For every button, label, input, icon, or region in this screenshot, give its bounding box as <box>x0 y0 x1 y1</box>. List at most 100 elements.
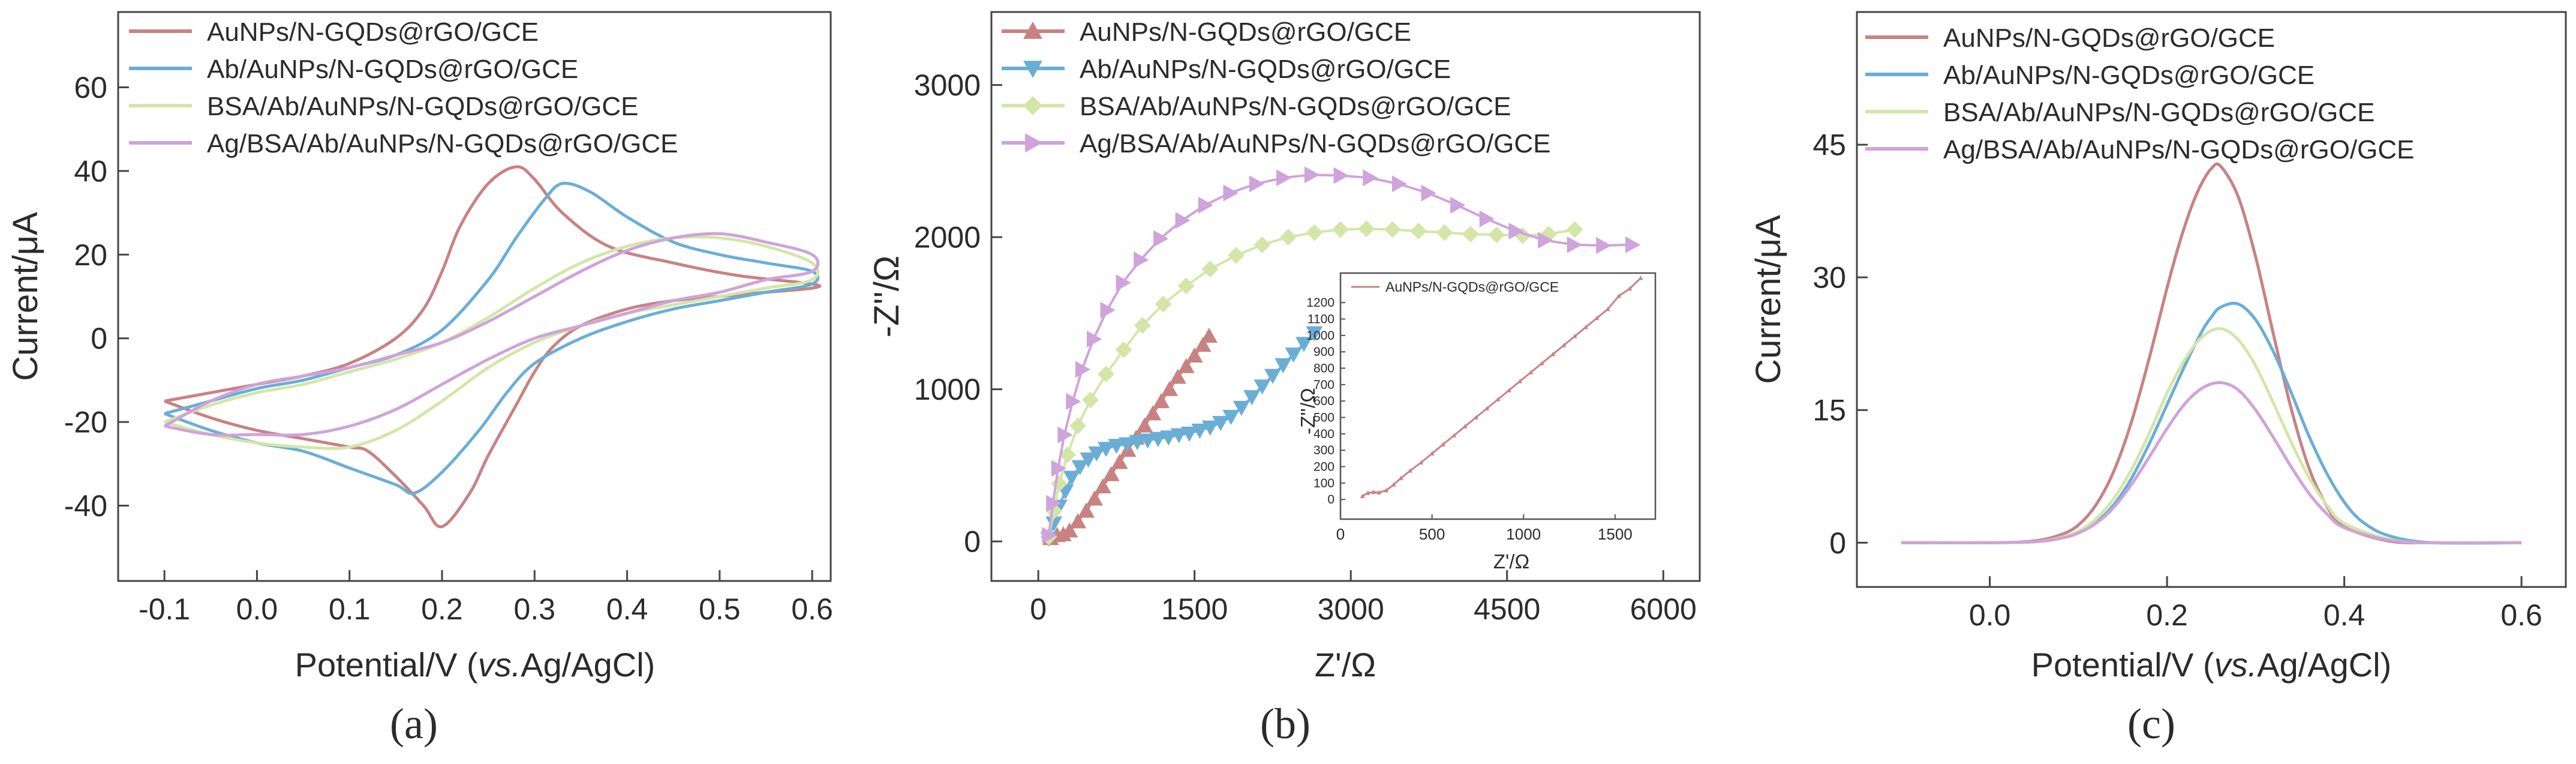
panel-b-inset-series-point <box>1583 325 1589 329</box>
panel-b-inset: 0 500 1000 1500 0 100 200 300 400 500 600 700 800 900… <box>1297 272 1657 573</box>
panel-c-y-axis-label: Current/μA <box>1749 215 1788 384</box>
panel-b-series-2-point <box>1129 435 1146 451</box>
panel-b-series-4-point <box>1051 460 1067 477</box>
panel-a-x-tick-label: 0.3 <box>514 592 556 626</box>
panel-b-legend-marker <box>1023 96 1042 115</box>
panel-b-series-4-point <box>1198 196 1214 214</box>
panel-b-inset-series-point <box>1572 334 1577 338</box>
panel-c-legend-label: Ag/BSA/Ab/AuNPs/N-GQDs@rGO/GCE <box>1943 135 2415 164</box>
panel-b-series-4-point <box>1596 237 1612 254</box>
panel-b-series-1-point <box>1177 358 1195 373</box>
panel-a-series-3-line <box>164 235 820 450</box>
panel-c-x-tick-label: 0.2 <box>2146 598 2188 632</box>
panel-b-series-4-point <box>1042 526 1057 544</box>
panel-a-x-tick-label: 0.0 <box>236 592 278 626</box>
panel-b-inset-series-point <box>1517 379 1523 384</box>
panel-a-y-tick-label: 60 <box>74 71 107 104</box>
panel-b-series-3-point <box>1410 223 1427 240</box>
panel-b-inset-y-tick-label: 800 <box>1313 362 1334 376</box>
panel-b-series-2-point <box>1243 390 1261 406</box>
panel-b-series-4-point <box>1100 301 1116 319</box>
panel-b-inset-series-point <box>1506 388 1511 393</box>
panel-c-x-tick-label: 0.0 <box>1969 598 2011 632</box>
panel-b-series-2-point <box>1201 420 1219 436</box>
panel-b-inset-series-point <box>1462 424 1468 429</box>
panel-b-x-tick-label: 4500 <box>1474 592 1540 626</box>
panel-b-series-2-point <box>1275 358 1292 374</box>
panel-b-inset-series-point <box>1370 489 1376 495</box>
panel-c-y-tick-label: 30 <box>1812 261 1846 295</box>
panel-b-y-tick-label: 2000 <box>914 221 981 254</box>
panel-b-inset-y-tick-label: 1100 <box>1307 313 1334 326</box>
panel-b-series-3-point <box>1177 277 1195 295</box>
panel-b-series-3-point <box>1331 221 1349 238</box>
panel-b-inset-y-tick-label: 300 <box>1313 444 1334 457</box>
panel-b-y-tick-label: 3000 <box>914 68 981 102</box>
panel-b-series-4-point <box>1625 236 1641 253</box>
panel-c-y-tick-label: 15 <box>1812 394 1846 427</box>
panel-b-inset-series-point <box>1365 490 1370 495</box>
panel-c-differential-pulse-voltammetry: 0.0 0.2 0.4 0.6 0 15 30 45 AuNPs/N-GQDs@rGO/GCE… <box>1749 11 2567 748</box>
panel-b-series-4-point <box>1479 210 1495 227</box>
panel-b-legend-label: Ab/AuNPs/N-GQDs@rGO/GCE <box>1080 55 1451 84</box>
panel-b-series-2-point <box>1139 433 1156 449</box>
panel-b-inset-y-tick-label: 700 <box>1313 378 1334 392</box>
panel-b-series-4-point <box>1175 212 1191 229</box>
panel-b-series-3-point <box>1358 220 1375 238</box>
panel-b-inset-y-tick-label: 0 <box>1327 493 1334 507</box>
panel-b-series-2-point <box>1071 460 1089 475</box>
panel-b-inset-series-point <box>1594 316 1600 320</box>
panel-a-y-axis-label: Current/μA <box>6 212 45 381</box>
panel-b-series-4-point <box>1304 166 1320 184</box>
panel-b-series-4-line <box>1047 173 1633 536</box>
panel-b-x-tick-label: 0 <box>1030 592 1047 626</box>
panel-b-inset-plot-area: 0 500 1000 1500 0 100 200 300 400 500 600 700 800 900… <box>1306 275 1643 543</box>
panel-b-inset-series-point <box>1418 460 1424 465</box>
panel-b-inset-series-point <box>1539 361 1544 365</box>
panel-a-series-1-line <box>164 165 822 528</box>
panel-c-legend-label: BSA/Ab/AuNPs/N-GQDs@rGO/GCE <box>1943 98 2374 127</box>
panel-b-series-2-point <box>1180 426 1198 442</box>
panel-b-x-tick-label: 6000 <box>1630 592 1697 626</box>
panel-c-x-axis-label: Potential/V (vs.Ag/AgCl) <box>2031 646 2392 684</box>
panel-b-series-2-point <box>1222 410 1240 426</box>
panel-a-legend-label: Ag/BSA/Ab/AuNPs/N-GQDs@rGO/GCE <box>207 129 678 158</box>
panel-b-x-axis-label: Z'/Ω <box>1315 646 1376 684</box>
panel-b-series-3-point <box>1201 260 1219 278</box>
panel-b-series-3-point <box>1254 236 1271 253</box>
panel-b-inset-series-point <box>1360 493 1365 498</box>
panel-b-legend: AuNPs/N-GQDs@rGO/GCE Ab/AuNPs/N-GQDs@rGO/… <box>1002 17 1551 158</box>
panel-b-series-4-point <box>1567 236 1582 253</box>
panel-c-x-tick-label: 0.6 <box>2500 598 2542 632</box>
panel-b-series-1-point <box>1136 417 1153 433</box>
panel-b-series-3-point <box>1436 224 1453 241</box>
panel-b-inset-series-point <box>1484 406 1490 411</box>
panel-b-series-2-point <box>1149 432 1167 447</box>
panel-b-series-3-point <box>1488 226 1505 244</box>
panel-b-series-4-point <box>1075 361 1091 378</box>
panel-b-series-4-point <box>1087 330 1102 347</box>
panel-b-inset-series-point <box>1638 275 1643 280</box>
panel-c-legend-label: AuNPs/N-GQDs@rGO/GCE <box>1943 23 2275 53</box>
panel-b-series-4-point <box>1046 495 1062 512</box>
panel-b-inset-series-point <box>1627 286 1633 291</box>
panel-b-series-2-point <box>1233 400 1250 417</box>
panel-b-inset-series-point <box>1528 370 1534 374</box>
panel-b-series-4-point <box>1276 169 1292 187</box>
panel-b-y-axis-label: -Z''/Ω <box>867 256 906 337</box>
panel-c-plot-frame <box>1856 11 2567 588</box>
panel-b-inset-series-point <box>1473 415 1478 420</box>
panel-a-x-tick-label: 0.5 <box>699 592 741 626</box>
panel-c-y-tick-label: 45 <box>1812 128 1846 162</box>
panel-b-inset-x-tick-label: 0 <box>1336 525 1345 543</box>
panel-b-inset-series-point <box>1398 475 1403 480</box>
panel-b-series-2-point <box>1118 437 1135 453</box>
panel-b-inset-series-point <box>1550 352 1556 356</box>
panel-b-inset-series-point <box>1451 433 1457 438</box>
panel-b-series-1-point <box>1169 368 1186 384</box>
panel-a-plot-area: -0.1 0.0 0.1 0.2 0.3 0.4 0.5 0.6 -40 -20 0 20 40 60 <box>64 71 833 626</box>
panel-b-legend-marker <box>1023 61 1042 78</box>
